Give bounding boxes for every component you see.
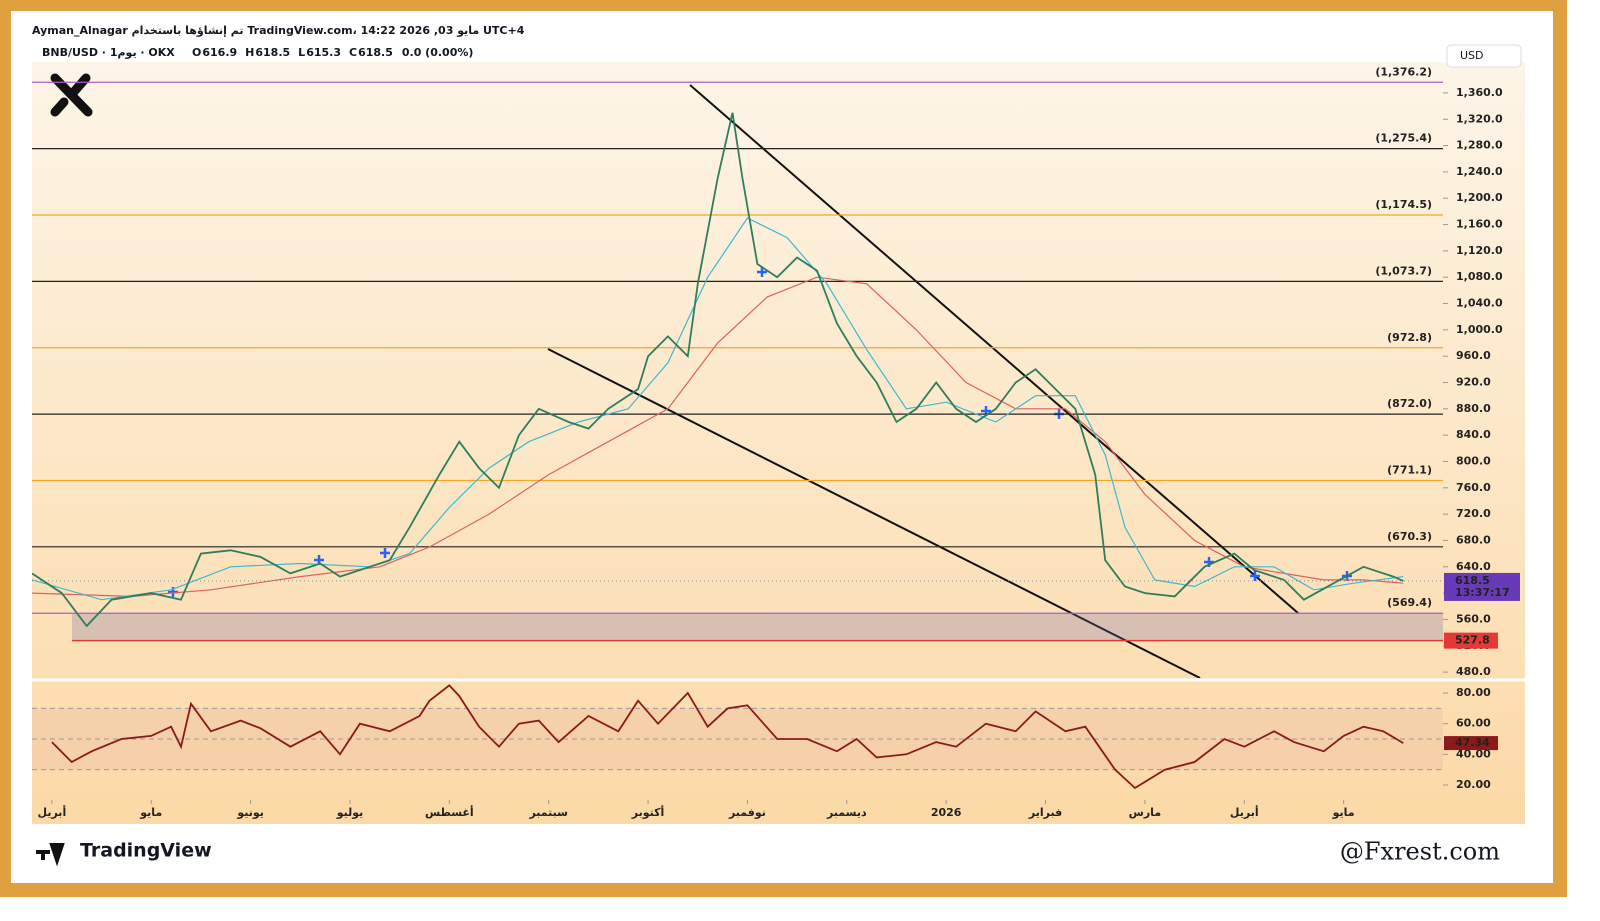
level-label: (1,275.4): [1375, 132, 1432, 145]
y-tick-label: 880.0: [1456, 402, 1491, 415]
y-tick-label: 1,240.0: [1456, 165, 1503, 178]
y-tick-label: 960.0: [1456, 349, 1491, 362]
level-label: (771.1): [1387, 463, 1432, 476]
watermark: @Fxrest.com: [1340, 838, 1500, 866]
rsi-last: 47.34: [1455, 736, 1490, 749]
y-tick-label: 680.0: [1456, 533, 1491, 546]
series-line: [32, 276, 1404, 598]
y-tick-label: 1,360.0: [1456, 86, 1503, 99]
ohlc-value: 618.5: [358, 46, 393, 59]
level-label: (1,174.5): [1375, 198, 1432, 211]
support-label-box: [1444, 632, 1498, 649]
trendlines: [547, 84, 1299, 678]
rsi-tick-label: 80.00: [1456, 686, 1491, 699]
y-tick-label: 840.0: [1456, 428, 1491, 441]
ohlc-label: C: [349, 46, 357, 59]
last-price: 618.5: [1455, 574, 1490, 587]
brand-logo: [36, 843, 65, 867]
level-label: (1,073.7): [1375, 264, 1432, 277]
symbol: BNB/USD · 1يوم · OKX: [42, 46, 175, 59]
rsi-last-box: [1444, 736, 1498, 751]
x-tick-label: يونيو: [236, 806, 264, 819]
x-tick-label: مارس: [1129, 806, 1161, 819]
x-tick-label: مايو: [1332, 806, 1355, 819]
x-tick-label: أغسطس: [425, 805, 474, 819]
y-tick-label: 800.0: [1456, 454, 1491, 467]
ohlc-label: H: [245, 46, 254, 59]
logo: [50, 73, 93, 117]
y-tick-label: 1,120.0: [1456, 244, 1503, 257]
y-tick-label: 1,280.0: [1456, 139, 1503, 152]
support-zone: [72, 613, 1443, 641]
level-label: (1,376.2): [1375, 65, 1432, 78]
level-label: (569.4): [1387, 596, 1432, 609]
y-tick-label: 1,160.0: [1456, 218, 1503, 231]
last-price-box: [1444, 572, 1520, 601]
rsi-tick-label: 20.00: [1456, 778, 1491, 791]
ohlc-value: 615.3: [306, 46, 341, 59]
x-tick-label: مايو: [139, 806, 162, 819]
level-label: (670.3): [1387, 530, 1432, 543]
rsi-line: [51, 684, 1404, 790]
y-tick-label: 1,200.0: [1456, 191, 1503, 204]
countdown: 13:37:17: [1455, 586, 1510, 599]
x-tick-label: أبريل: [1230, 805, 1259, 819]
series-group: [32, 112, 1404, 628]
level-label: (872.0): [1387, 397, 1432, 410]
y-tick-label: 720.0: [1456, 507, 1491, 520]
y-tick-label: 640.0: [1456, 560, 1491, 573]
ohlc-value: 618.5: [255, 46, 290, 59]
y-tick-label: 1,040.0: [1456, 297, 1503, 310]
y-tick-label: 560.0: [1456, 612, 1491, 625]
y-tick-label: 480.0: [1456, 665, 1491, 678]
y-tick-label: 1,000.0: [1456, 323, 1503, 336]
x-tick-label: سبتمبر: [528, 806, 568, 819]
currency: USD: [1460, 49, 1484, 62]
series-line: [32, 112, 1404, 628]
chart-background: [32, 62, 1525, 824]
x-tick-label: فبراير: [1028, 806, 1062, 819]
ohlc-label: O: [192, 46, 201, 59]
ohlc-value: 0.0 (0.00%): [402, 46, 474, 59]
level-label: (972.8): [1387, 331, 1432, 344]
ohlc-label: L: [298, 46, 305, 59]
y-tick-label: 1,080.0: [1456, 270, 1503, 283]
ohlc: O 616.9 H 618.5 L 615.3 C 618.5 0.0 (0.00%): [192, 46, 473, 59]
rsi-tick-label: 60.00: [1456, 717, 1491, 730]
y-tick-label: 1,320.0: [1456, 112, 1503, 125]
brand: TradingView: [80, 840, 212, 862]
header: Ayman_Alnagar تم إنشاؤها باستخدام Tradin…: [32, 24, 525, 37]
x-tick-label: يوليو: [336, 806, 364, 819]
rsi-tick-label: 40.00: [1456, 747, 1491, 760]
trendline: [547, 348, 1201, 678]
currency-button[interactable]: [1446, 44, 1522, 68]
x-tick-label: أبريل: [38, 805, 67, 819]
support-label: 527.8: [1455, 634, 1490, 647]
x-tick-label: 2026: [931, 806, 962, 819]
x-tick-label: ديسمبر: [826, 806, 867, 819]
x-tick-label: أكتوبر: [631, 805, 665, 819]
y-tick-label: 920.0: [1456, 376, 1491, 389]
x-tick-label: نوفمبر: [728, 806, 766, 819]
y-tick-label: 760.0: [1456, 481, 1491, 494]
ohlc-value: 616.9: [202, 46, 237, 59]
trendline: [689, 84, 1299, 614]
